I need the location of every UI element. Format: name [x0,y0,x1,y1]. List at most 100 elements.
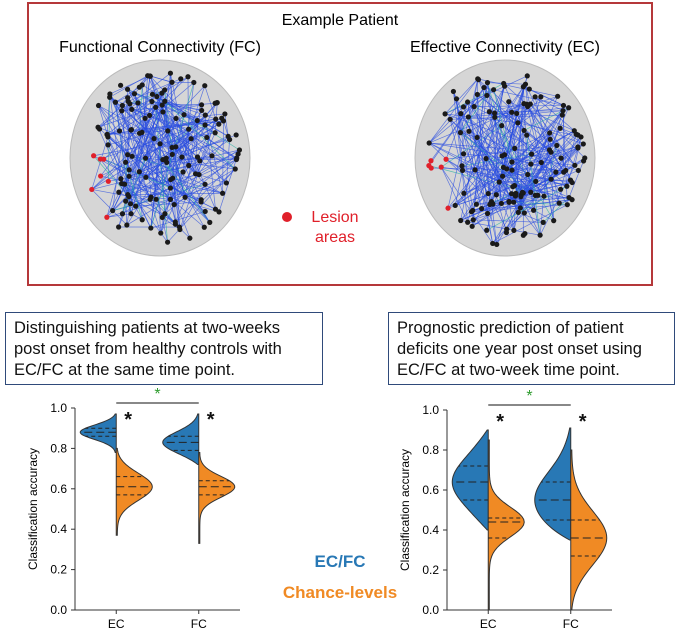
caption-box: Distinguishing patients at two-weeks pos… [5,312,323,385]
node [484,80,491,86]
node [461,190,467,196]
connection [103,158,202,200]
connection [463,153,575,166]
y-tick-label: 0.6 [50,482,67,496]
connection [149,75,173,83]
node [524,132,530,138]
connection [487,82,526,85]
lesion-node [428,158,434,164]
node [188,136,194,142]
lesion-node [443,156,449,162]
node [517,205,523,211]
connection [461,165,513,187]
node [493,192,499,198]
connection [460,82,488,221]
node [149,98,155,105]
connection [463,86,505,194]
connection [428,142,500,183]
violin-half [451,429,489,531]
node [159,214,165,220]
node [110,208,116,214]
node [556,200,562,206]
connection [539,165,576,236]
violin-half [79,413,117,453]
node [512,193,519,199]
node [236,147,243,153]
node [212,100,218,106]
connection [106,213,132,218]
violin-half [570,449,608,611]
connection [494,113,502,204]
connection [454,96,542,206]
connection [100,82,173,177]
connection [187,76,190,166]
y-axis-label: Classification accuracy [26,448,40,570]
connection [503,167,515,231]
y-tick-label: 1.0 [50,401,67,415]
node [204,134,210,141]
connection [473,219,544,223]
node [95,124,101,130]
node [162,211,168,217]
node [474,91,480,98]
connection [535,145,558,196]
node [503,229,510,236]
connection [428,78,479,144]
connection [568,157,586,198]
node [506,99,512,105]
node [185,74,191,80]
connection [175,113,225,119]
node [165,239,171,245]
node [458,111,464,117]
connection [145,176,223,194]
node [198,102,205,108]
node [126,167,132,173]
node [143,174,149,180]
node [492,110,498,116]
node [198,197,204,203]
node [490,240,496,247]
connection [447,78,479,209]
node [119,211,126,217]
connection [121,183,180,228]
node [464,99,471,105]
connection [128,176,180,228]
node [160,109,166,115]
node [564,202,570,208]
connection [190,138,227,184]
connection [109,75,151,95]
node [201,224,207,230]
connection [501,203,521,209]
node [515,209,521,215]
y-axis-label: Classification accuracy [398,449,412,571]
node [521,101,527,107]
node [575,167,581,174]
connection [429,103,525,144]
connection [138,75,149,172]
node [199,107,205,114]
node [553,169,559,175]
node [186,162,192,169]
connection [131,89,165,157]
node [173,115,179,122]
node [133,203,139,209]
node [194,154,201,160]
node [169,79,175,85]
connection [93,132,216,157]
node [515,120,521,126]
connection [131,138,192,157]
connection [429,142,505,156]
connection [550,110,564,153]
connection [468,130,542,163]
connection [204,85,217,120]
node [442,111,448,117]
connection [445,101,468,160]
node [511,199,517,205]
node [131,91,138,97]
node [159,102,165,108]
node [164,159,170,165]
connection [467,101,494,244]
node [472,167,478,173]
node [509,167,515,173]
node [580,141,586,147]
